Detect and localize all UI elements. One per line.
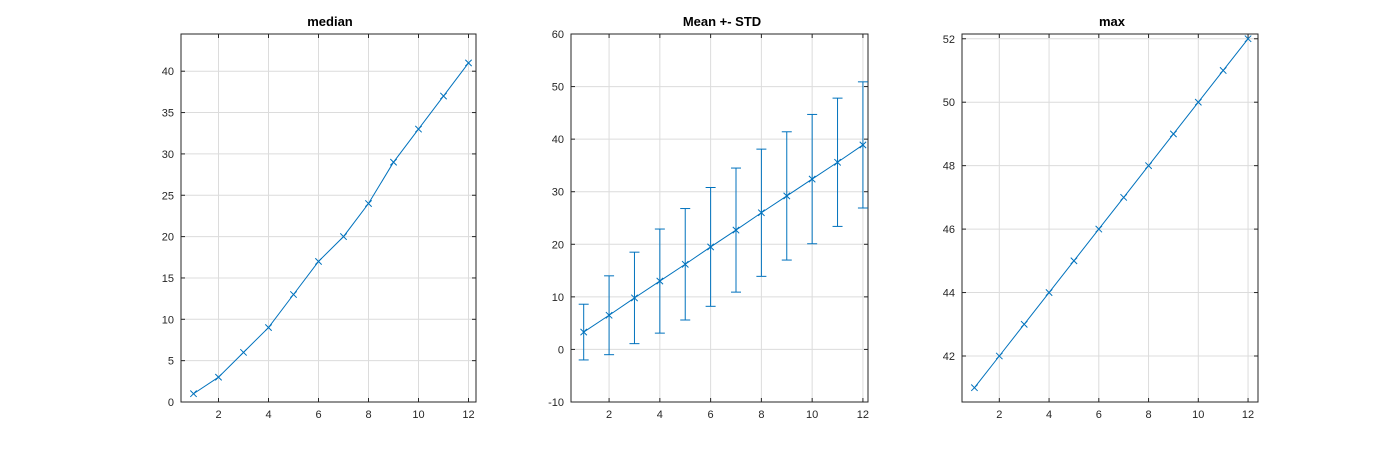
data-point-marker [389, 158, 398, 166]
data-point-marker [656, 277, 664, 285]
mean-std-series-line [583, 144, 864, 333]
data-point-marker [364, 199, 373, 208]
data-point-marker [239, 348, 248, 356]
median-series-line [193, 62, 469, 395]
data-point-marker [630, 294, 639, 302]
data-point-marker [339, 233, 348, 241]
median-axes-background [181, 34, 476, 402]
y-tick-label: 30 [552, 187, 564, 199]
y-tick-label: 46 [943, 224, 955, 236]
y-tick-label: 40 [162, 66, 174, 78]
mean-std-plot-area: 2 4 6 8 10 12 -10 0 10 20 30 40 50 60 [548, 29, 869, 421]
mean-std-axes-background [571, 34, 868, 402]
data-point-marker [1095, 225, 1103, 233]
y-tick-label: 50 [943, 97, 955, 109]
y-tick-label: 50 [552, 82, 564, 94]
data-point-marker [757, 209, 765, 217]
x-tick-label: 8 [1145, 409, 1151, 421]
x-tick-label: 2 [606, 409, 612, 421]
x-tick-label: 12 [462, 409, 474, 421]
y-tick-label: 48 [943, 161, 955, 173]
y-tick-label: 52 [943, 34, 955, 46]
data-point-marker [1144, 162, 1153, 170]
x-tick-label: 10 [412, 409, 424, 421]
x-tick-label: 12 [857, 409, 869, 421]
data-point-marker [314, 257, 323, 265]
max-series-line [974, 38, 1249, 389]
x-tick-label: 2 [996, 409, 1002, 421]
median-plot-area: 2 4 6 8 10 12 0 5 10 15 20 25 30 35 40 [162, 33, 477, 421]
mean-std-subplot: Mean +- STD 2 4 6 8 10 12 -10 0 10 20 30 40 50 60 [548, 14, 869, 421]
data-point-marker [289, 290, 298, 299]
data-point-marker [464, 59, 473, 67]
y-tick-label: 10 [552, 292, 564, 304]
data-point-marker [1020, 320, 1028, 328]
mean-std-axes-box [570, 33, 869, 403]
x-tick-label: 12 [1242, 409, 1254, 421]
y-tick-label: 10 [162, 314, 174, 326]
y-tick-label: 20 [552, 239, 564, 251]
data-point-marker [995, 352, 1003, 360]
x-tick-label: 2 [215, 409, 221, 421]
data-point-marker [189, 390, 198, 398]
x-tick-label: 4 [265, 409, 271, 421]
x-tick-label: 10 [1192, 409, 1204, 421]
x-tick-label: 8 [365, 409, 371, 421]
data-point-marker [970, 384, 978, 392]
y-tick-label: 42 [943, 351, 955, 363]
y-tick-label: 5 [168, 356, 174, 368]
max-axes-box [961, 33, 1259, 403]
data-point-marker [859, 141, 867, 149]
data-point-marker [264, 324, 273, 332]
data-point-marker [414, 125, 423, 133]
data-point-marker [1169, 130, 1177, 138]
x-tick-label: 10 [806, 409, 818, 421]
data-point-marker [808, 175, 816, 183]
data-point-marker [439, 92, 448, 100]
mean-std-chart-title: Mean +- STD [683, 14, 761, 29]
data-point-marker [605, 311, 613, 319]
data-point-marker [1070, 257, 1078, 265]
y-tick-label: 0 [558, 344, 564, 356]
data-point-marker [707, 243, 715, 251]
data-point-marker [580, 328, 588, 336]
median-subplot: median 2 4 6 8 10 12 0 5 10 15 20 25 30 35 40 [162, 14, 477, 421]
x-tick-label: 6 [315, 409, 321, 421]
x-tick-label: 6 [1096, 409, 1102, 421]
data-point-marker [1244, 35, 1252, 43]
y-tick-label: 60 [552, 29, 564, 41]
x-tick-label: 4 [657, 409, 663, 421]
data-point-marker [1219, 66, 1227, 75]
y-tick-label: 25 [162, 190, 174, 202]
data-point-marker [1194, 98, 1202, 106]
max-chart-title: max [1099, 14, 1126, 29]
y-tick-label: 30 [162, 149, 174, 161]
data-point-marker [681, 260, 689, 268]
y-tick-label: 44 [943, 288, 955, 300]
y-tick-label: 35 [162, 108, 174, 120]
y-tick-label: 15 [162, 273, 174, 285]
data-point-marker [214, 373, 223, 381]
data-point-marker [1120, 193, 1128, 201]
data-point-marker [833, 158, 842, 166]
x-tick-label: 4 [1046, 409, 1052, 421]
y-tick-label: 20 [162, 232, 174, 244]
data-point-marker [1045, 288, 1053, 297]
median-axes-box [180, 33, 477, 403]
x-tick-label: 8 [758, 409, 764, 421]
data-point-marker [783, 192, 791, 200]
y-tick-label: -10 [548, 397, 564, 409]
x-tick-label: 6 [708, 409, 714, 421]
y-tick-label: 0 [168, 397, 174, 409]
median-chart-title: median [307, 14, 353, 29]
y-tick-label: 40 [552, 134, 564, 146]
data-point-marker [732, 226, 740, 234]
